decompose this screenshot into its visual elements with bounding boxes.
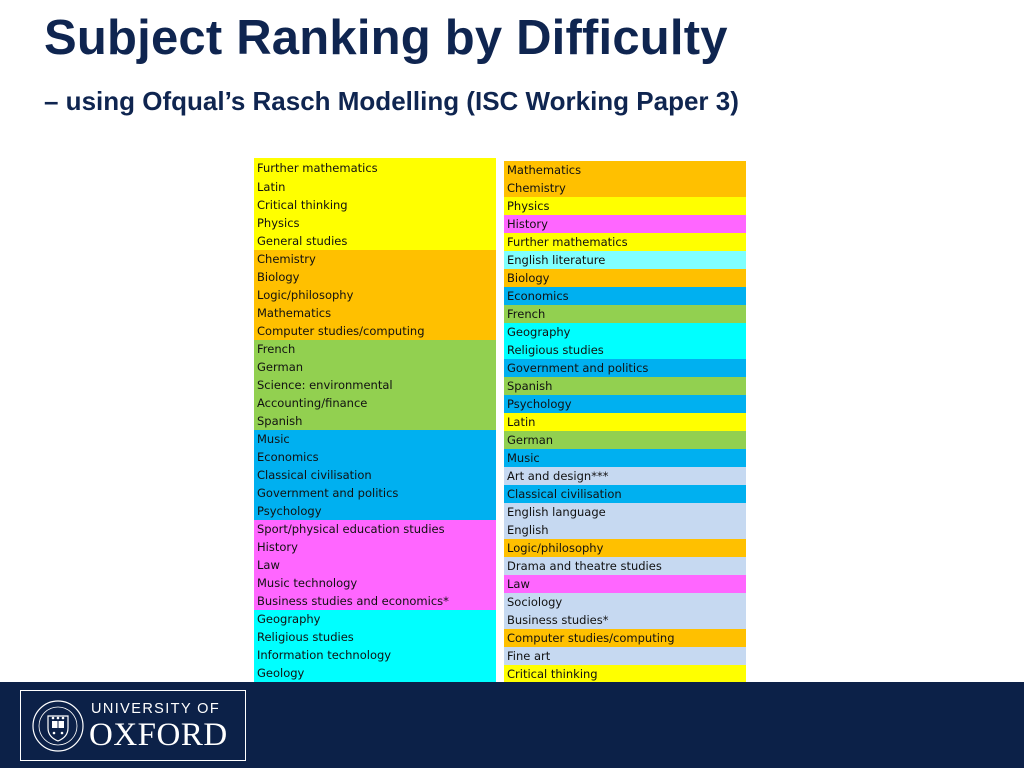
list-item: Sport/physical education studies xyxy=(254,520,496,538)
list-item: History xyxy=(254,538,496,556)
list-item: Art and design*** xyxy=(504,467,746,485)
list-item: Logic/philosophy xyxy=(504,539,746,557)
list-item: Critical thinking xyxy=(504,665,746,683)
page-subtitle: – using Ofqual’s Rasch Modelling (ISC Wo… xyxy=(44,86,739,116)
list-item: English xyxy=(504,521,746,539)
list-item: General studies xyxy=(254,232,496,250)
list-item: Law xyxy=(254,556,496,574)
list-item: Economics xyxy=(254,448,496,466)
list-item: Government and politics xyxy=(254,484,496,502)
list-item: Music xyxy=(504,449,746,467)
list-item: Sociology xyxy=(504,593,746,611)
list-item: Geology xyxy=(254,664,496,682)
list-item: Mathematics xyxy=(504,161,746,179)
list-item: French xyxy=(504,305,746,323)
list-item: Psychology xyxy=(504,395,746,413)
list-item: Geography xyxy=(504,323,746,341)
footer-bar: UNIVERSITY OF OXFORD xyxy=(0,682,1024,768)
logo-text-oxford: OXFORD xyxy=(89,717,228,753)
list-item: Government and politics xyxy=(504,359,746,377)
list-item: Computer studies/computing xyxy=(254,322,496,340)
list-item: Religious studies xyxy=(254,628,496,646)
list-item: Economics xyxy=(504,287,746,305)
list-item: Law xyxy=(504,575,746,593)
list-item: Fine art xyxy=(504,647,746,665)
list-item: Music xyxy=(254,430,496,448)
list-item: Critical thinking xyxy=(254,196,496,214)
list-item: History xyxy=(504,215,746,233)
list-item: Biology xyxy=(504,269,746,287)
left-ranking-list: Further mathematics Latin Critical thinkin… xyxy=(254,158,496,682)
list-item: Logic/philosophy xyxy=(254,286,496,304)
logo-text-university-of: UNIVERSITY OF xyxy=(91,701,221,717)
list-item: Business studies and economics* xyxy=(254,592,496,610)
list-item: Latin xyxy=(504,413,746,431)
list-item: Psychology xyxy=(254,502,496,520)
list-item: Further mathematics xyxy=(254,158,496,178)
list-item: Music technology xyxy=(254,574,496,592)
list-item: Science: environmental xyxy=(254,376,496,394)
right-ranking-list: Mathematics Chemistry Physics History Furthe… xyxy=(504,161,746,683)
list-item: Accounting/finance xyxy=(254,394,496,412)
list-item: Computer studies/computing xyxy=(504,629,746,647)
list-item: Biology xyxy=(254,268,496,286)
list-item: Spanish xyxy=(254,412,496,430)
list-item: Physics xyxy=(504,197,746,215)
list-item: Information technology xyxy=(254,646,496,664)
list-item: Latin xyxy=(254,178,496,196)
list-item: French xyxy=(254,340,496,358)
list-item: Physics xyxy=(254,214,496,232)
list-item: Classical civilisation xyxy=(254,466,496,484)
list-item: Drama and theatre studies xyxy=(504,557,746,575)
list-item: German xyxy=(254,358,496,376)
list-item: German xyxy=(504,431,746,449)
list-item: English literature xyxy=(504,251,746,269)
list-item: Business studies* xyxy=(504,611,746,629)
list-item: Chemistry xyxy=(254,250,496,268)
list-item: Geography xyxy=(254,610,496,628)
list-item: Further mathematics xyxy=(504,233,746,251)
list-item: English language xyxy=(504,503,746,521)
list-item: Spanish xyxy=(504,377,746,395)
list-item: Chemistry xyxy=(504,179,746,197)
university-logo: UNIVERSITY OF OXFORD xyxy=(20,690,246,761)
oxford-crest-icon xyxy=(32,700,84,752)
list-item: Religious studies xyxy=(504,341,746,359)
list-item: Mathematics xyxy=(254,304,496,322)
list-item: Classical civilisation xyxy=(504,485,746,503)
page-title: Subject Ranking by Difficulty xyxy=(44,11,728,65)
